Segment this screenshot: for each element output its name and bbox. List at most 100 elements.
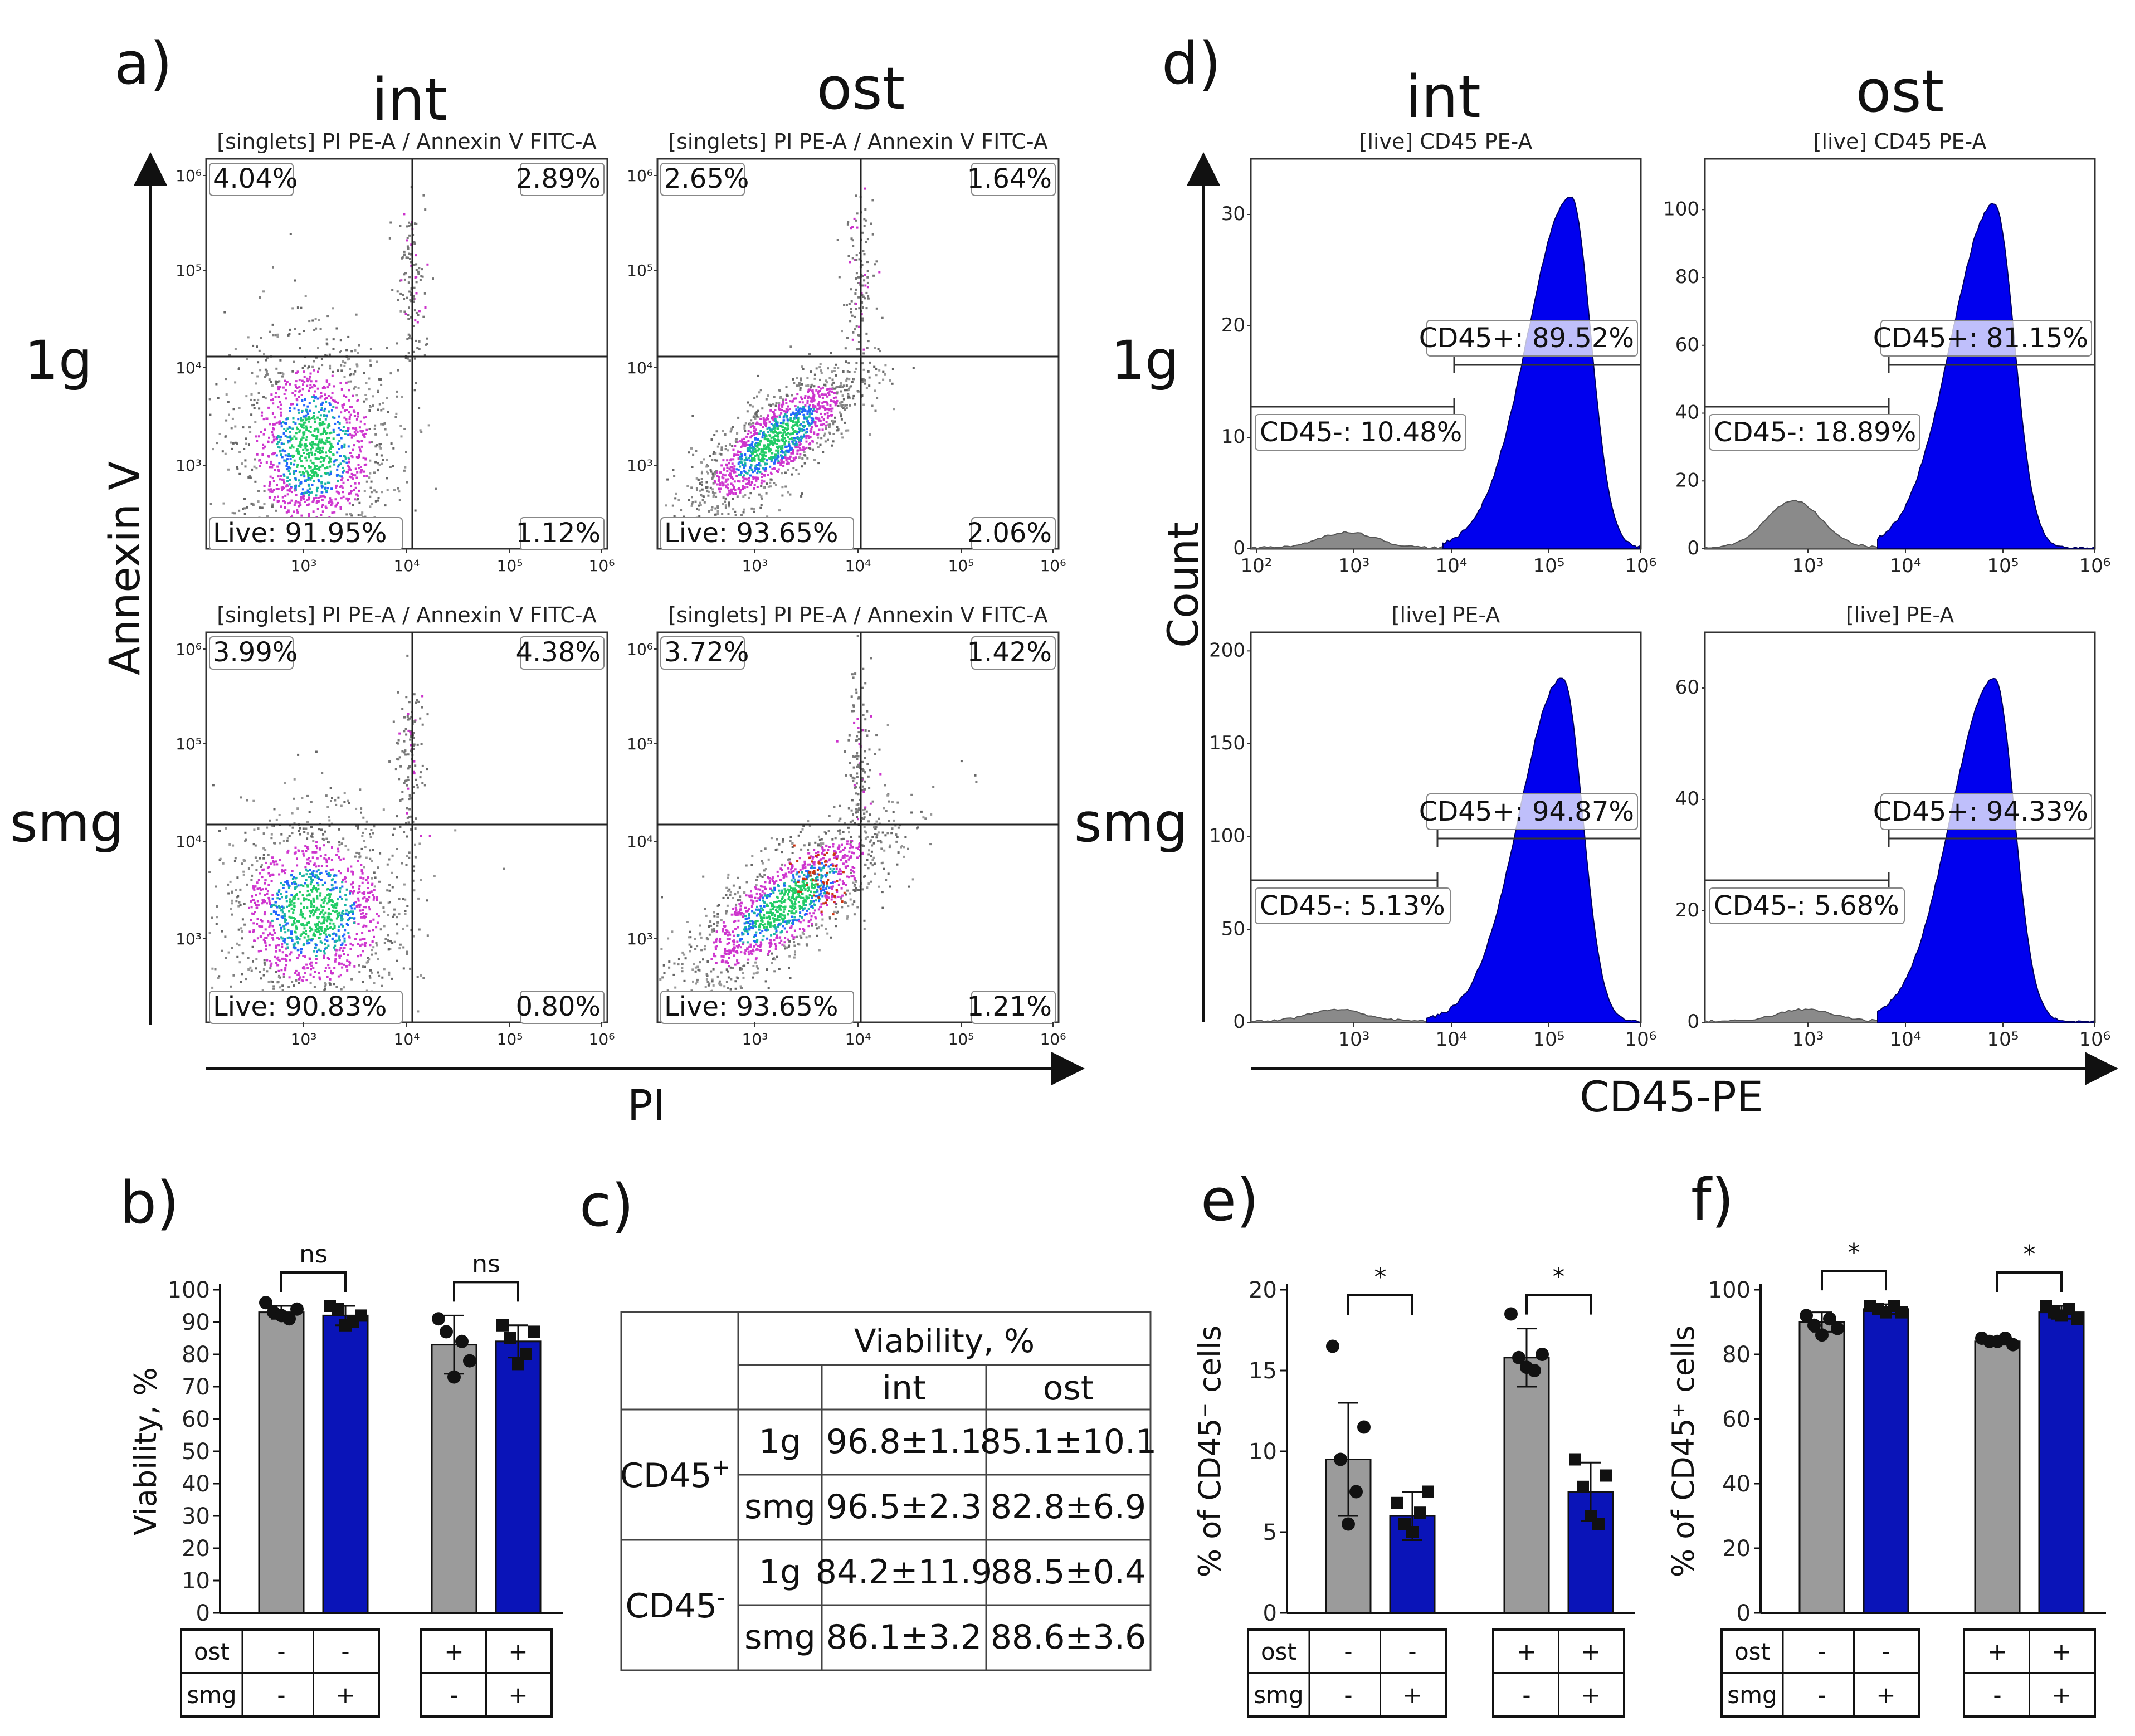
event-dot (338, 422, 341, 425)
event-dot (360, 847, 363, 850)
event-dot (232, 844, 235, 847)
event-dot (373, 896, 376, 899)
event-dot (703, 501, 706, 504)
event-dot (315, 870, 318, 873)
event-dot (790, 413, 792, 416)
event-dot (227, 468, 230, 471)
event-dot (320, 438, 323, 441)
event-dot (380, 454, 383, 457)
event-dot (405, 451, 407, 453)
event-dot (269, 466, 271, 469)
event-dot (412, 792, 415, 794)
event-dot (277, 372, 280, 374)
event-dot (796, 425, 799, 427)
event-dot (359, 876, 362, 879)
event-dot (316, 874, 318, 877)
y-tick-label: 10³ (627, 456, 653, 475)
event-dot (359, 448, 362, 451)
event-dot (343, 416, 346, 419)
event-dot (735, 909, 738, 911)
event-dot (763, 447, 766, 450)
event-dot (835, 851, 837, 854)
event-dot (420, 974, 422, 977)
event-dot (303, 495, 305, 498)
event-dot (769, 465, 772, 468)
event-dot (245, 437, 247, 440)
event-dot (330, 904, 333, 906)
event-dot (801, 398, 803, 401)
event-dot (757, 438, 759, 441)
event-dot (759, 464, 762, 467)
event-dot (316, 882, 319, 885)
event-dot (275, 509, 277, 512)
event-dot (798, 441, 801, 443)
event-dot (300, 443, 303, 446)
event-dot (757, 422, 759, 425)
event-dot (307, 848, 310, 851)
event-dot (408, 816, 411, 818)
event-dot (311, 386, 314, 389)
event-dot (296, 370, 299, 373)
event-dot (373, 871, 376, 874)
event-dot (818, 898, 821, 901)
event-dot (339, 895, 342, 898)
event-dot (339, 485, 342, 488)
event-dot (302, 498, 305, 500)
event-dot (782, 432, 785, 434)
event-dot (283, 393, 286, 395)
event-dot (269, 967, 272, 970)
event-dot (347, 848, 350, 851)
event-dot (326, 976, 329, 978)
event-dot (349, 452, 352, 454)
event-dot (705, 465, 708, 468)
event-dot (363, 416, 365, 419)
event-dot (840, 382, 842, 384)
event-dot (338, 949, 341, 952)
event-dot (749, 404, 752, 407)
event-dot (362, 831, 364, 834)
event-dot (841, 330, 843, 333)
event-dot (336, 904, 339, 906)
event-dot (836, 386, 839, 388)
event-dot (354, 901, 357, 904)
event-dot (290, 900, 293, 903)
event-dot (326, 472, 329, 475)
event-dot (734, 510, 737, 513)
event-dot (828, 408, 831, 411)
event-dot (333, 399, 336, 402)
event-dot (315, 909, 318, 911)
event-dot (766, 438, 768, 441)
quadrant-upper-right-box (520, 163, 605, 196)
event-dot (278, 959, 281, 962)
event-dot (301, 923, 304, 925)
event-dot (820, 412, 822, 415)
event-dot (774, 434, 777, 437)
event-dot (297, 753, 300, 756)
event-dot (407, 787, 410, 790)
event-dot (759, 914, 762, 917)
event-dot (758, 391, 761, 394)
event-dot (817, 404, 820, 407)
event-dot (415, 778, 417, 781)
event-dot (315, 845, 318, 847)
event-dot (349, 406, 352, 408)
event-dot (732, 477, 734, 480)
event-dot (364, 906, 367, 909)
event-dot (296, 387, 299, 389)
event-dot (341, 477, 344, 480)
event-dot (401, 256, 404, 259)
event-dot (349, 513, 352, 515)
event-dot (335, 986, 338, 988)
event-dot (316, 447, 319, 450)
event-dot (323, 414, 325, 417)
event-dot (289, 438, 292, 441)
event-dot (832, 421, 835, 423)
event-dot (826, 395, 829, 398)
event-dot (891, 382, 894, 385)
event-dot (318, 828, 320, 831)
event-dot (272, 427, 275, 430)
event-dot (878, 369, 881, 372)
event-dot (410, 735, 412, 738)
event-dot (280, 411, 282, 414)
event-dot (348, 389, 350, 392)
